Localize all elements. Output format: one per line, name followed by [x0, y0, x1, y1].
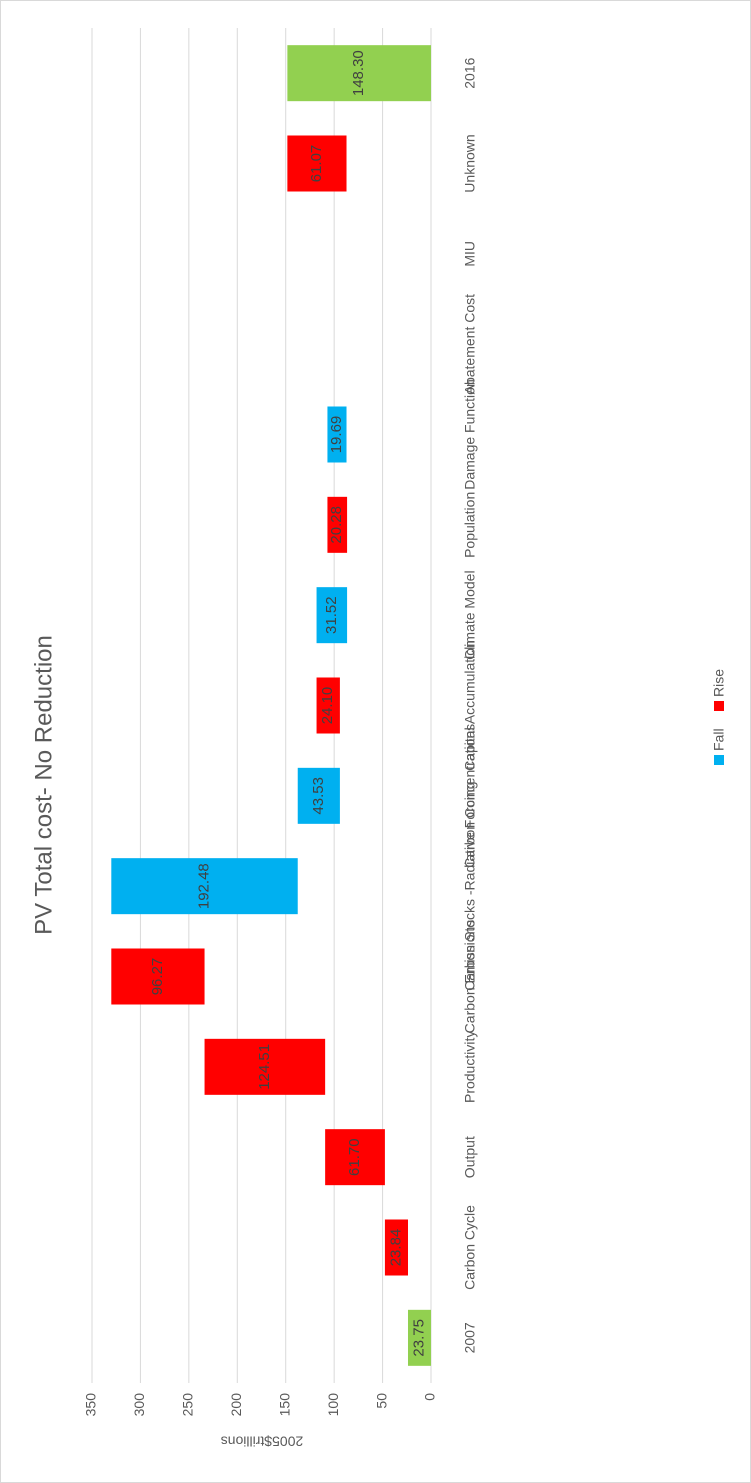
data-label: 148.30 [350, 50, 367, 96]
data-label: 23.75 [410, 1319, 427, 1357]
data-label: 124.51 [256, 1044, 273, 1090]
y-tick-label: 250 [180, 1393, 196, 1417]
bar [384, 1219, 408, 1276]
x-tick-label: 2016 [462, 57, 478, 88]
data-label: 23.84 [387, 1229, 404, 1267]
chart-title: PV Total cost- No Reduction [30, 635, 57, 935]
x-tick-label: Productivity [462, 1031, 478, 1103]
legend-label: Fall [711, 728, 727, 751]
x-tick-label: Carbon Emissions [462, 920, 478, 1034]
bar [325, 1129, 385, 1186]
rotated-chart: PV Total cost- No Reduction 2005$trillio… [30, 28, 727, 1449]
bar [327, 406, 347, 463]
bar [407, 1309, 431, 1366]
bar [316, 677, 340, 734]
bar [287, 135, 347, 192]
bar [287, 45, 432, 102]
x-tick-label: Climate Model [462, 570, 478, 659]
data-label: 31.52 [323, 596, 340, 634]
y-tick-label: 150 [276, 1393, 292, 1417]
data-label: 24.10 [319, 687, 336, 725]
data-label: 61.07 [308, 145, 325, 183]
y-tick-label: 0 [422, 1393, 438, 1401]
legend-swatch [714, 701, 724, 711]
legend-swatch [714, 755, 724, 765]
data-label: 19.69 [328, 416, 345, 454]
y-tick-label: 350 [83, 1393, 99, 1417]
data-label: 192.48 [195, 863, 212, 909]
x-tick-label: Population [462, 492, 478, 558]
x-tick-label: Unknown [462, 134, 478, 192]
bar [111, 948, 205, 1005]
bar [316, 587, 348, 644]
x-tick-label: Carbon Cycle [462, 1205, 478, 1290]
y-tick-label: 300 [131, 1393, 147, 1417]
y-tick-label: 50 [373, 1393, 389, 1409]
x-tick-label: Carbon Concentrations [462, 724, 478, 868]
y-tick-label: 200 [228, 1393, 244, 1417]
x-tick-label: MIU [462, 241, 478, 267]
bar [327, 496, 348, 553]
x-tick-label: Capital Accumulation [462, 640, 478, 771]
data-label: 43.53 [310, 777, 327, 815]
data-label: 96.27 [149, 958, 166, 996]
y-tick-label: 100 [325, 1393, 341, 1417]
x-tick-label: Damage Function [462, 379, 478, 490]
bar [204, 1038, 326, 1095]
x-tick-label: Output [462, 1136, 478, 1178]
data-label: 61.70 [346, 1138, 363, 1176]
x-tick-label: Carbon Stocks -Radiative Forcing [462, 782, 478, 991]
y-axis-title: 2005$trillions [221, 1433, 304, 1449]
bar [111, 858, 298, 915]
x-tick-label: Abatement Cost [462, 294, 478, 394]
data-label: 20.28 [328, 506, 345, 544]
legend-label: Rise [711, 669, 727, 697]
x-tick-label: 2007 [462, 1322, 478, 1353]
bar [297, 767, 340, 824]
